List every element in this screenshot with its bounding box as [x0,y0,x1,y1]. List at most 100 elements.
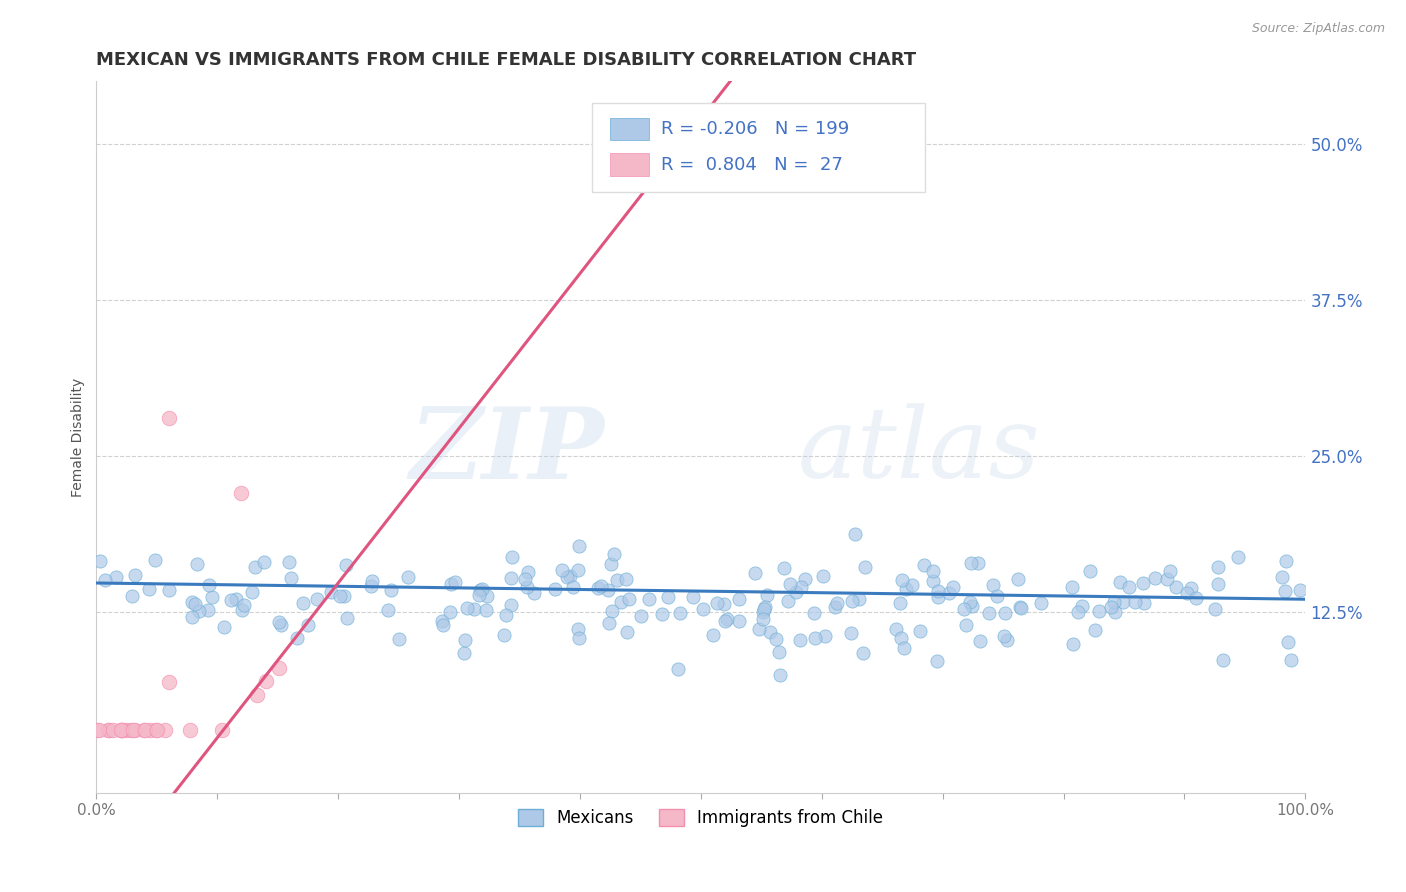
Point [890,631,912,645]
Point [567,622,589,636]
Point [146,723,169,738]
Point [254,674,277,689]
Point [468,588,491,602]
Point [728,591,751,606]
Point [186,557,208,571]
Point [921,564,943,578]
Point [600,604,623,618]
Point [568,631,591,645]
Point [501,549,523,564]
Point [889,596,911,610]
Point [560,568,582,582]
Point [517,565,540,579]
Point [666,662,689,676]
FancyBboxPatch shape [610,153,650,176]
Point [789,633,811,648]
Point [1125,595,1147,609]
Point [995,633,1018,648]
Point [1102,595,1125,609]
Point [1078,564,1101,578]
Point [214,619,236,633]
Point [124,568,146,582]
Point [938,586,960,600]
Point [277,555,299,569]
Point [153,723,176,738]
Point [1132,576,1154,591]
Point [555,569,578,583]
Point [121,589,143,603]
Point [121,723,143,738]
Point [1226,549,1249,564]
Point [1206,577,1229,591]
Point [953,602,976,616]
Point [270,618,292,632]
Point [297,618,319,632]
Point [1274,554,1296,568]
Point [651,607,673,621]
Point [197,603,219,617]
Point [1175,585,1198,599]
Point [231,486,253,500]
Point [321,585,343,599]
Point [853,559,876,574]
Point [1132,595,1154,609]
Point [138,582,160,596]
Point [453,646,475,660]
Point [184,597,207,611]
Point [513,572,536,586]
Point [754,599,776,614]
Point [568,540,591,554]
Point [765,632,787,646]
Point [516,581,538,595]
Point [439,605,461,619]
Point [211,723,233,738]
Text: Source: ZipAtlas.com: Source: ZipAtlas.com [1251,22,1385,36]
Point [440,577,463,591]
Point [609,594,631,608]
Point [1062,637,1084,651]
Point [803,606,825,620]
Point [706,597,728,611]
Point [475,589,498,603]
Point [630,608,652,623]
Point [901,577,924,591]
Point [361,574,384,588]
Point [233,598,256,612]
Point [336,611,359,625]
Point [246,689,269,703]
Y-axis label: Female Disability: Female Disability [72,377,86,497]
Point [468,583,491,598]
Point [360,579,382,593]
Point [1185,591,1208,606]
Point [305,592,328,607]
Point [848,591,870,606]
Point [377,603,399,617]
Point [567,563,589,577]
Point [562,580,585,594]
Point [181,595,204,609]
Point [702,628,724,642]
Point [986,589,1008,603]
Point [769,667,792,681]
Point [198,578,221,592]
Text: atlas: atlas [797,403,1040,499]
Point [1087,604,1109,618]
Point [586,581,609,595]
Text: ZIP: ZIP [409,403,605,500]
Point [1159,564,1181,578]
Text: R = -0.206   N = 199: R = -0.206 N = 199 [661,120,849,138]
Point [752,612,775,626]
Point [110,723,132,738]
Point [728,614,751,628]
Point [285,631,308,645]
Point [617,592,640,607]
Point [492,628,515,642]
Point [927,590,949,604]
Point [231,603,253,617]
Point [471,582,494,596]
Point [157,411,180,425]
Point [754,602,776,616]
Point [134,723,156,738]
Point [543,582,565,596]
Point [960,556,983,570]
